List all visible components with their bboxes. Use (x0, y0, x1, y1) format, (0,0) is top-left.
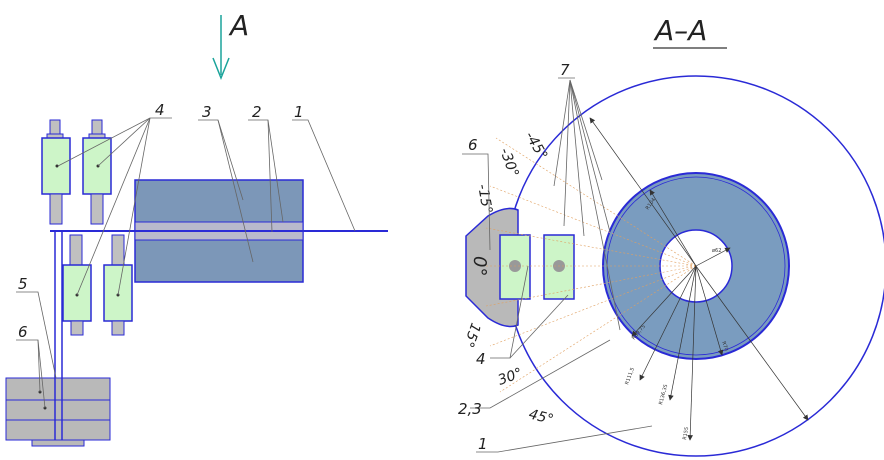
section-callout-23: 2,3 (458, 400, 482, 418)
angle-neg30: -30° (496, 146, 521, 180)
section-leaders (462, 77, 653, 453)
angle-0: 0° (469, 256, 490, 276)
detector-lower-1 (62, 234, 92, 336)
dimension-lines (589, 117, 809, 441)
callout-5: 5 (18, 275, 28, 293)
view-arrow-a: A (212, 9, 249, 81)
side-leaders (16, 117, 356, 409)
callout-1: 1 (294, 103, 304, 121)
callout-6: 6 (18, 323, 28, 341)
side-view: A (5, 9, 388, 447)
angle-rays (485, 137, 697, 393)
callout-2: 2 (252, 103, 262, 121)
angle-neg15: -15° (474, 183, 495, 215)
callout-4: 4 (155, 101, 165, 119)
angle-neg45: -45° (522, 129, 551, 163)
section-callout-4: 4 (476, 350, 486, 368)
callout-7: 7 (560, 61, 570, 79)
callout-3: 3 (202, 103, 212, 121)
section-view: A–A (458, 14, 884, 457)
angle-30: 30° (496, 365, 525, 389)
dim-d62: ø62 (712, 248, 721, 254)
view-label-a: A (228, 9, 249, 42)
dim-r70: R70 (720, 341, 729, 352)
section-detector-1 (499, 234, 531, 300)
detector-upper-1 (41, 119, 71, 225)
base-stack (5, 377, 111, 447)
angle-15: 15° (460, 321, 484, 350)
section-detector-2 (543, 234, 575, 300)
dim-r13635: R136,35 (658, 384, 669, 406)
detector-upper-2 (82, 119, 112, 225)
section-callout-1: 1 (478, 435, 488, 453)
dim-r1115: R111,5 (624, 367, 636, 386)
angle-45: 45° (527, 406, 555, 428)
section-callout-6: 6 (468, 136, 478, 154)
dim-r155: R155 (682, 426, 690, 440)
detector-lower-2 (103, 234, 133, 336)
section-label: A–A (653, 14, 707, 47)
